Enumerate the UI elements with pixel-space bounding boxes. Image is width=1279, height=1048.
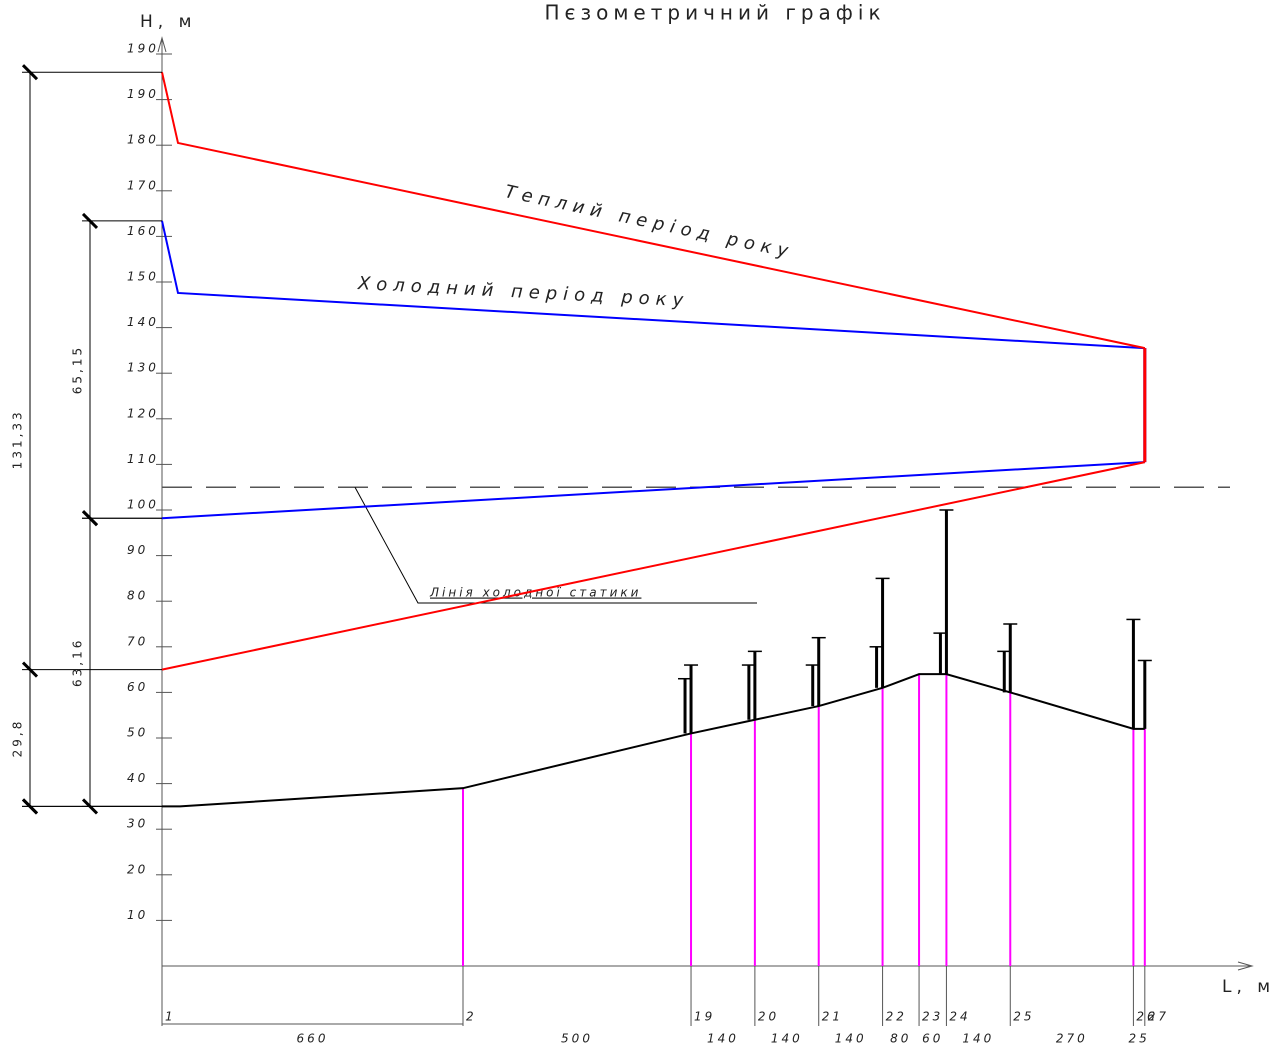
y-tick-label: 20 bbox=[127, 862, 148, 876]
dimension-label: 63,16 bbox=[71, 638, 85, 687]
y-tick-label: 180 bbox=[127, 133, 159, 147]
node-label: 2 bbox=[466, 1010, 477, 1024]
segment-label: 80 bbox=[890, 1032, 911, 1046]
node-label: 1 bbox=[165, 1010, 176, 1024]
y-tick-label: 50 bbox=[127, 726, 148, 740]
segment-label: 140 bbox=[707, 1032, 739, 1046]
y-tick-label: 130 bbox=[127, 361, 159, 375]
dimension-label: 131,33 bbox=[11, 409, 25, 469]
dimension-tick bbox=[81, 212, 99, 229]
x-axis-arrow bbox=[1237, 961, 1254, 971]
segment-label: 500 bbox=[561, 1032, 593, 1046]
cold-supply bbox=[161, 220, 1145, 350]
y-tick-label: 40 bbox=[127, 771, 148, 785]
segment-label: 660 bbox=[297, 1032, 329, 1046]
node-label: 19 bbox=[694, 1010, 715, 1024]
node-label: 24 bbox=[949, 1010, 970, 1024]
y-tick-label: 190 bbox=[127, 42, 159, 56]
node-label: 25 bbox=[1013, 1010, 1034, 1024]
warm-return bbox=[161, 461, 1146, 671]
warm-supply bbox=[161, 72, 1146, 350]
y-tick-label: 170 bbox=[127, 178, 159, 192]
segment-label: 140 bbox=[962, 1032, 994, 1046]
x-axis-label: L, м bbox=[1222, 977, 1275, 997]
segment-label: 60 bbox=[922, 1032, 943, 1046]
node-label: 23 bbox=[922, 1010, 943, 1024]
dimension-label: 65,15 bbox=[71, 345, 85, 394]
y-tick-label: 140 bbox=[127, 315, 159, 329]
node-label: 26 bbox=[1136, 1010, 1157, 1024]
y-tick-label: 120 bbox=[127, 406, 159, 420]
y-tick-label: 70 bbox=[127, 634, 148, 648]
segment-label: 25 bbox=[1128, 1032, 1149, 1046]
ground-line bbox=[162, 673, 1145, 808]
y-axis-label: Н, м bbox=[140, 12, 196, 32]
node-label: 22 bbox=[886, 1010, 907, 1024]
cold-return bbox=[161, 461, 1145, 520]
dimension-tick bbox=[21, 64, 39, 81]
node-label: 20 bbox=[758, 1010, 779, 1024]
chart-title: Пєзометричний графік bbox=[544, 1, 885, 25]
segment-label: 270 bbox=[1056, 1032, 1088, 1046]
node-label: 27 bbox=[1148, 1010, 1169, 1024]
y-tick-label: 30 bbox=[127, 817, 148, 831]
dimension-tick bbox=[81, 510, 99, 527]
dimension-tick bbox=[81, 798, 99, 815]
segment-label: 140 bbox=[771, 1032, 803, 1046]
leader bbox=[354, 486, 757, 604]
node-label: 21 bbox=[822, 1010, 843, 1024]
segment-label: 140 bbox=[835, 1032, 867, 1046]
y-tick-label: 80 bbox=[127, 589, 148, 603]
dimension-label: 29,8 bbox=[11, 719, 25, 758]
dimension-tick bbox=[21, 661, 39, 678]
y-tick-label: 60 bbox=[127, 680, 148, 694]
y-tick-label: 160 bbox=[127, 224, 159, 238]
static-label: Лінія холодної статики bbox=[429, 586, 641, 600]
y-tick-label: 110 bbox=[127, 452, 159, 466]
y-tick-label: 100 bbox=[127, 498, 159, 512]
y-tick-label: 190 bbox=[127, 87, 159, 101]
y-tick-label: 90 bbox=[127, 543, 148, 557]
dimension-tick bbox=[21, 798, 39, 815]
y-axis-arrow bbox=[157, 36, 167, 53]
y-tick-label: 150 bbox=[127, 270, 159, 284]
y-tick-label: 10 bbox=[127, 908, 148, 922]
